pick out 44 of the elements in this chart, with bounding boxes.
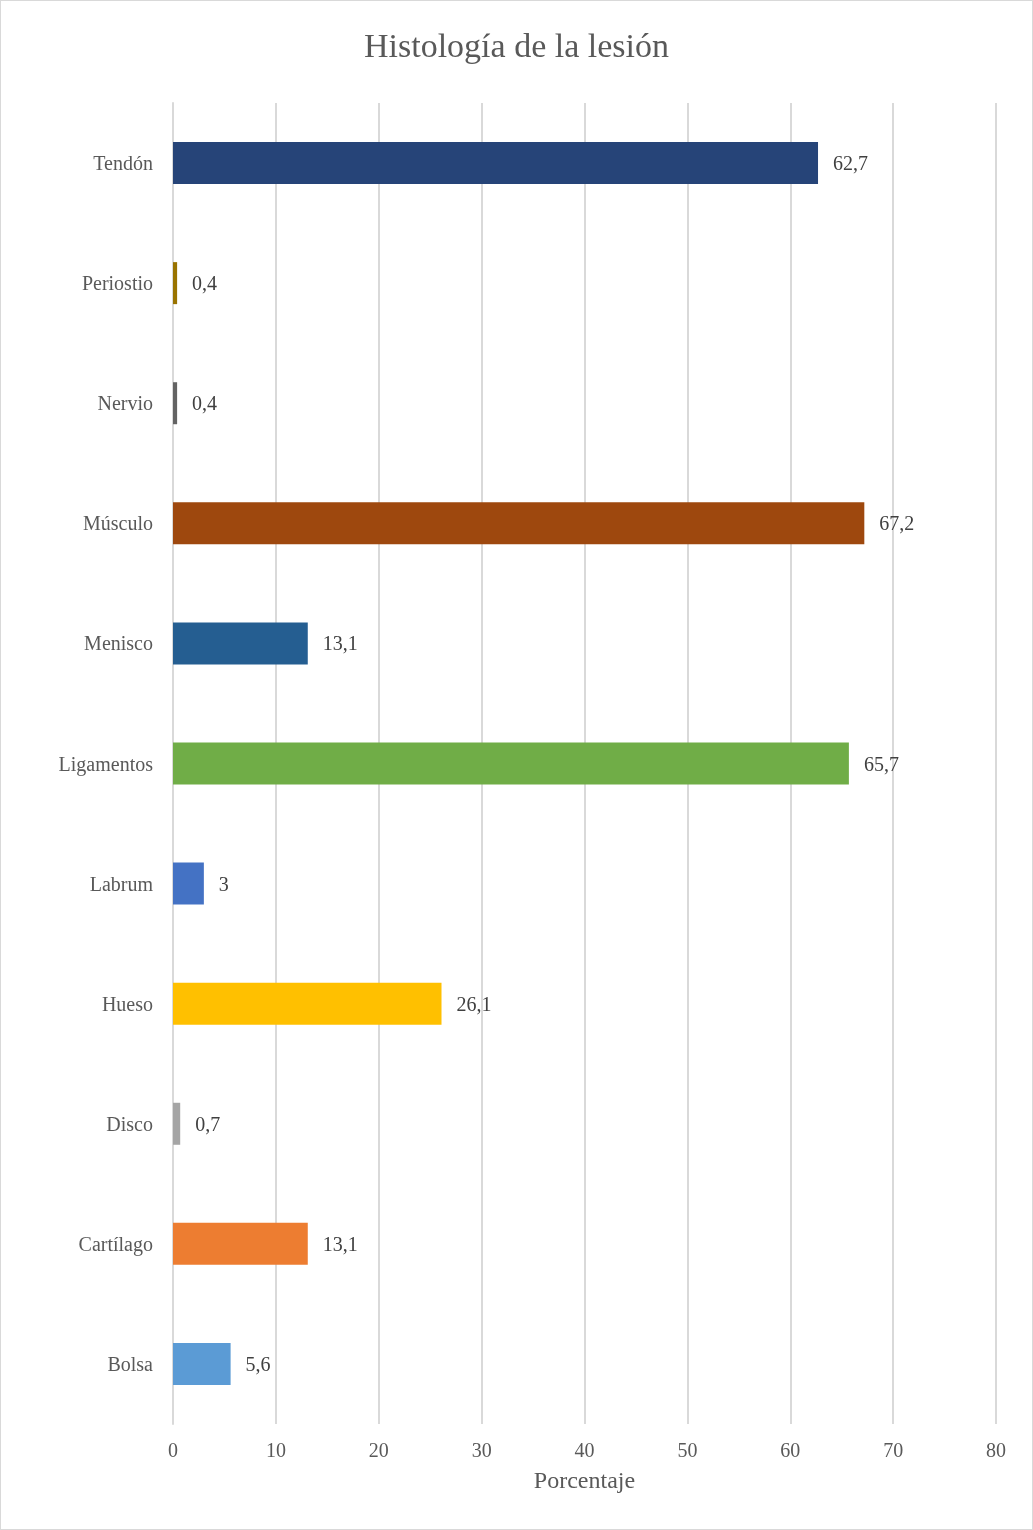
bar — [173, 502, 865, 545]
data-label: 13,1 — [322, 1232, 358, 1255]
bar — [173, 1222, 308, 1265]
x-tick-label: 0 — [168, 1439, 178, 1461]
data-label: 67,2 — [879, 512, 915, 535]
data-label: 0,7 — [195, 1112, 221, 1135]
bar — [173, 142, 819, 185]
y-tick-label: Bolsa — [107, 1352, 154, 1375]
bar — [173, 622, 308, 665]
y-tick-label: Labrum — [89, 872, 154, 895]
y-tick-label: Disco — [106, 1112, 153, 1135]
y-tick-label: Periostio — [81, 272, 153, 295]
x-axis-title: Porcentaje — [533, 1467, 636, 1493]
data-label: 26,1 — [456, 992, 492, 1015]
data-label: 3 — [218, 872, 229, 895]
y-tick-label: Menisco — [84, 632, 153, 655]
x-tick-label: 10 — [265, 1439, 286, 1461]
bar — [173, 742, 849, 785]
data-label: 5,6 — [245, 1352, 271, 1375]
data-label: 0,4 — [192, 392, 218, 415]
data-label: 65,7 — [863, 752, 899, 775]
bar — [173, 862, 204, 905]
chart-title: Histología de la lesión — [363, 26, 670, 64]
data-label: 62,7 — [833, 152, 869, 175]
bar — [173, 1342, 231, 1385]
y-tick-label: Ligamentos — [58, 752, 154, 776]
bar — [173, 982, 442, 1025]
x-tick-label: 40 — [574, 1439, 595, 1461]
x-tick-label: 20 — [368, 1439, 389, 1461]
x-tick-label: 30 — [471, 1439, 492, 1461]
bar — [173, 382, 178, 425]
x-tick-label: 60 — [780, 1439, 801, 1461]
data-label: 13,1 — [322, 632, 358, 655]
y-tick-label: Hueso — [101, 992, 153, 1015]
y-tick-label: Cartílago — [78, 1232, 153, 1256]
x-tick-label: 70 — [883, 1439, 904, 1461]
bar — [173, 262, 178, 305]
x-tick-label: 80 — [986, 1439, 1006, 1461]
x-tick-label: 50 — [677, 1439, 698, 1461]
y-tick-label: Nervio — [97, 392, 153, 415]
y-tick-label: Tendón — [93, 152, 153, 175]
bar — [173, 1102, 181, 1145]
data-label: 0,4 — [192, 272, 218, 295]
y-tick-label: Músculo — [83, 512, 153, 535]
